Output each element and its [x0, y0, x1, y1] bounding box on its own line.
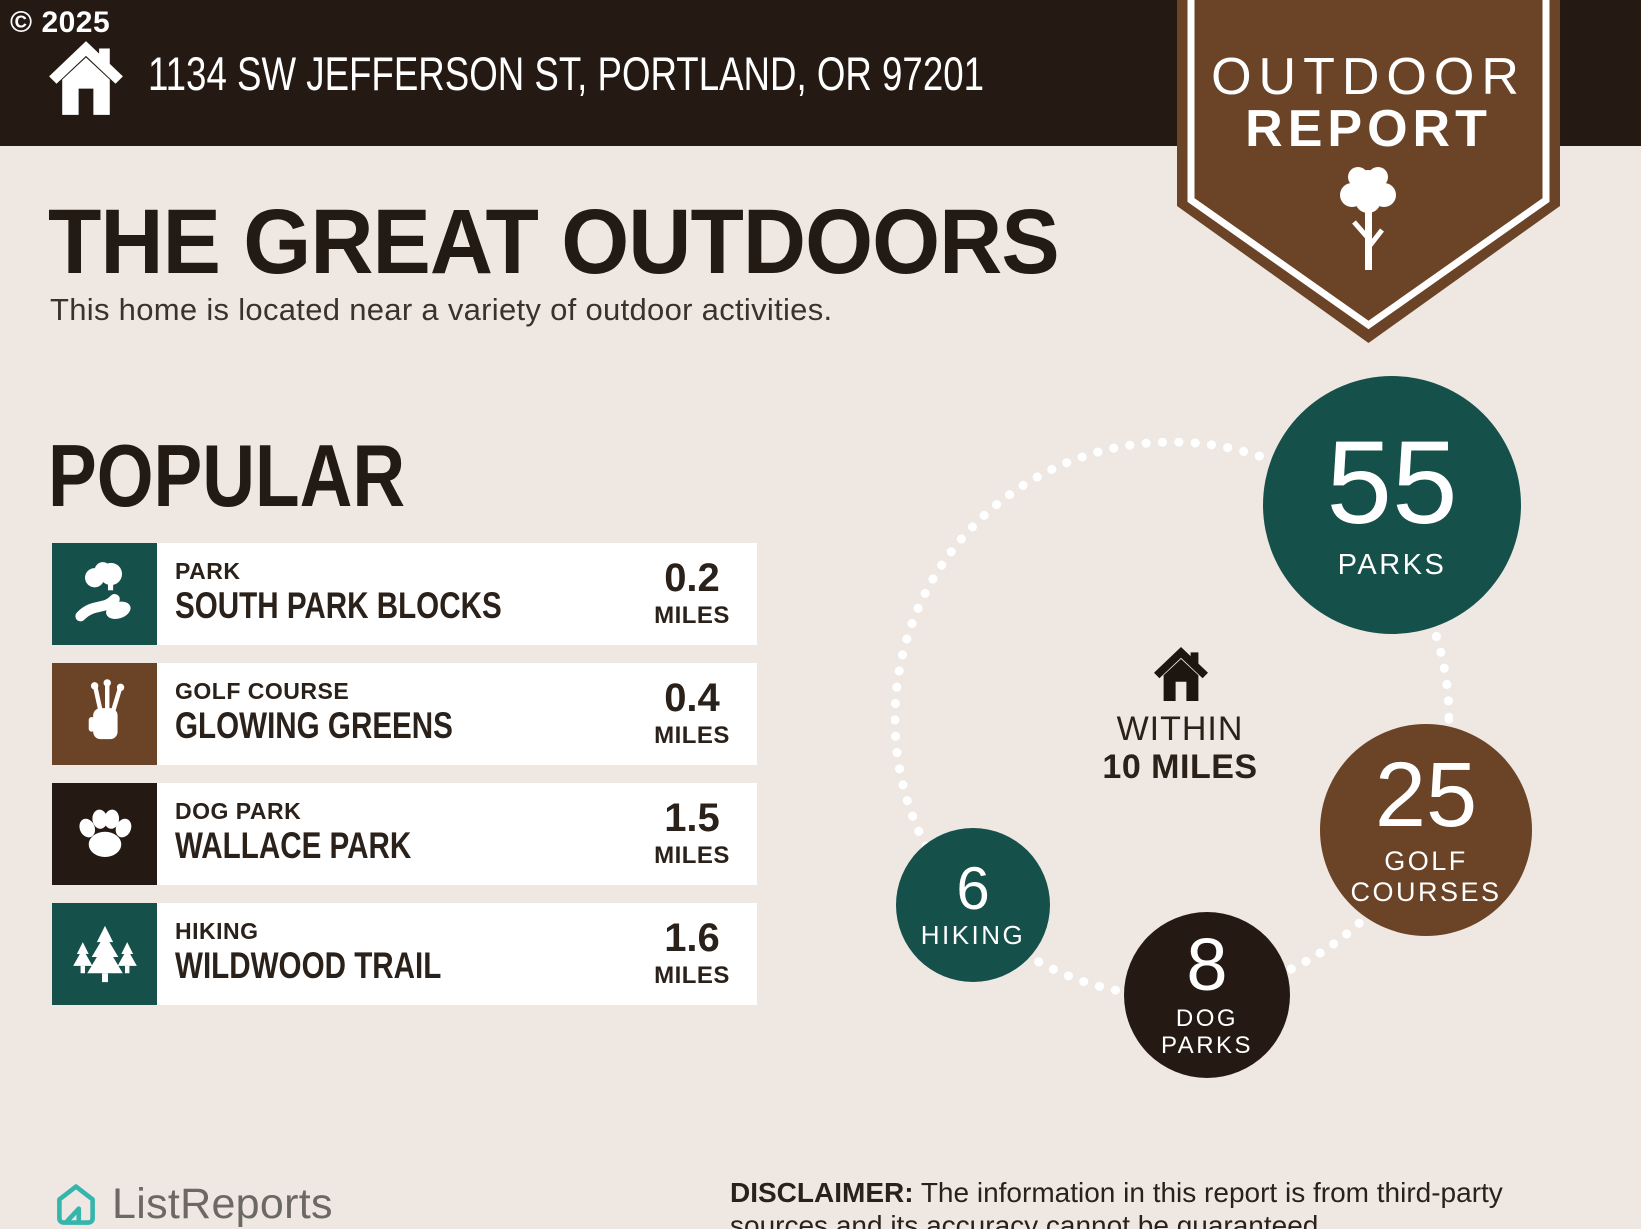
item-name: SOUTH PARK BLOCKS — [175, 585, 502, 626]
item-distance: 0.2 MILES — [654, 556, 730, 629]
list-item: DOG PARK WALLACE PARK 1.5 MILES — [52, 783, 757, 885]
item-name: WILDWOOD TRAIL — [175, 945, 442, 986]
home-icon — [1154, 647, 1208, 701]
item-distance: 1.5 MILES — [654, 796, 730, 869]
outdoor-report-banner: OUTDOOR REPORT — [1177, 0, 1560, 343]
item-name: WALLACE PARK — [175, 825, 412, 866]
page-title: THE GREAT OUTDOORS — [48, 191, 1060, 293]
popular-heading: POPULAR — [48, 426, 406, 525]
home-icon — [49, 41, 123, 115]
list-item-body: GOLF COURSE GLOWING GREENS 0.4 MILES — [157, 663, 757, 765]
item-category: GOLF COURSE — [175, 678, 350, 704]
brand-name: ListReports — [112, 1180, 333, 1228]
list-item-body: DOG PARK WALLACE PARK 1.5 MILES — [157, 783, 757, 885]
golf-bag-icon — [52, 663, 157, 765]
stat-circle-golf-courses: 25 GOLF COURSES — [1320, 724, 1532, 936]
stat-circle-dog-parks: 8 DOG PARKS — [1124, 912, 1290, 1078]
item-distance: 0.4 MILES — [654, 676, 730, 749]
listreports-logo-icon — [57, 1183, 95, 1225]
banner-title-line1: OUTDOOR — [1211, 48, 1526, 106]
item-category: PARK — [175, 558, 241, 584]
listreports-brand: ListReports — [52, 1180, 333, 1229]
dotted-radius-ring — [891, 438, 1453, 1000]
dog-paw-icon — [52, 783, 157, 885]
radius-label: WITHIN 10 MILES — [1102, 710, 1258, 787]
item-distance: 1.6 MILES — [654, 916, 730, 989]
list-item: GOLF COURSE GLOWING GREENS 0.4 MILES — [52, 663, 757, 765]
item-category: DOG PARK — [175, 798, 302, 824]
stat-circle-hiking: 6 HIKING — [896, 828, 1050, 982]
list-item: PARK SOUTH PARK BLOCKS 0.2 MILES — [52, 543, 757, 645]
stat-circle-parks: 55 PARKS — [1263, 376, 1521, 634]
item-category: HIKING — [175, 918, 259, 944]
pine-trees-icon — [52, 903, 157, 1005]
disclaimer-text: DISCLAIMER: The information in this repo… — [730, 1177, 1503, 1229]
banner-title-line2: REPORT — [1245, 100, 1492, 158]
list-item-body: PARK SOUTH PARK BLOCKS 0.2 MILES — [157, 543, 757, 645]
property-address: 1134 SW JEFFERSON ST, PORTLAND, OR 97201 — [148, 46, 984, 100]
copyright-text: © 2025 — [10, 6, 111, 39]
list-item-body: HIKING WILDWOOD TRAIL 1.6 MILES — [157, 903, 757, 1005]
page-subtitle: This home is located near a variety of o… — [50, 292, 833, 327]
list-item: HIKING WILDWOOD TRAIL 1.6 MILES — [52, 903, 757, 1005]
park-trees-path-icon — [52, 543, 157, 645]
item-name: GLOWING GREENS — [175, 705, 453, 746]
tree-icon — [1340, 167, 1396, 270]
popular-list: PARK SOUTH PARK BLOCKS 0.2 MILES GOLF CO… — [52, 543, 757, 1023]
